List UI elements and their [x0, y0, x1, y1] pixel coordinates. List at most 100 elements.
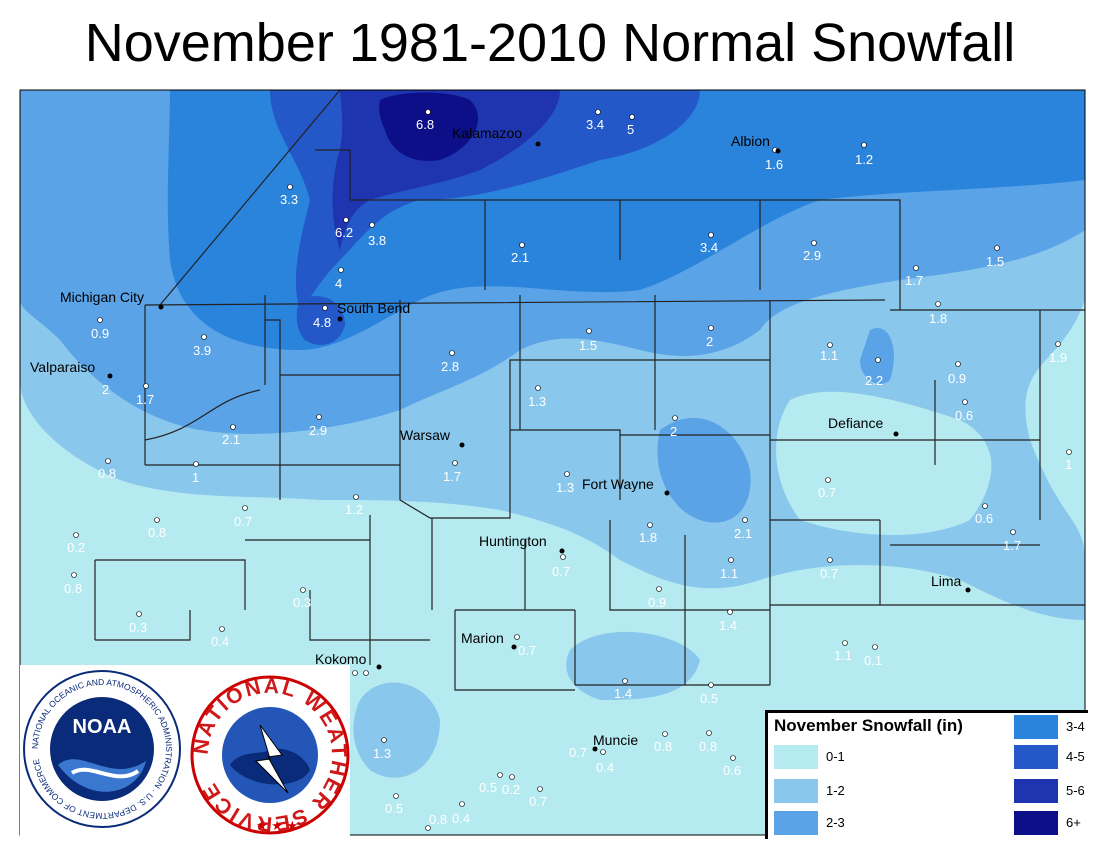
- nws-logo: NATIONAL WEATHER SERVICE ★ ★ ★: [190, 675, 350, 835]
- value-label: 0.8: [429, 812, 447, 827]
- snowfall-values: 6.8 3.4 5 1.6 1.2 3.3 6.2 3.8 4 2.1 3.4 …: [64, 117, 1072, 827]
- value-label: 0.6: [975, 511, 993, 526]
- legend-swatch: [774, 745, 818, 769]
- value-label: 0.8: [64, 581, 82, 596]
- value-label: 0.8: [654, 739, 672, 754]
- city-kokomo: Kokomo: [315, 651, 367, 667]
- legend-label: 6+: [1066, 815, 1081, 830]
- value-label: 0.7: [552, 564, 570, 579]
- value-label: 1.1: [820, 348, 838, 363]
- value-label: 0.7: [234, 514, 252, 529]
- value-label: 2.9: [803, 248, 821, 263]
- city-muncie: Muncie: [593, 732, 638, 748]
- legend-swatch: [1014, 779, 1058, 803]
- value-label: 0.7: [518, 643, 536, 658]
- svg-text:★ ★ ★: ★ ★ ★: [256, 818, 298, 833]
- value-label: 1.7: [136, 392, 154, 407]
- value-label: 0.7: [820, 566, 838, 581]
- value-label: 1.5: [579, 338, 597, 353]
- legend: November Snowfall (in) 0-1 1-2 2-3 3-4 4…: [765, 710, 1088, 839]
- logo-art: NATIONAL OCEANIC AND ATMOSPHERIC ADMINIS…: [23, 670, 350, 835]
- value-label: 0.5: [479, 780, 497, 795]
- value-label: 0.4: [452, 811, 470, 826]
- city-michigan-city: Michigan City: [60, 289, 144, 305]
- value-label: 0.4: [211, 634, 229, 649]
- zone-1-2-kokomo: [353, 682, 440, 778]
- value-label: 0.3: [293, 595, 311, 610]
- value-label: 1.6: [765, 157, 783, 172]
- value-label: 3.4: [700, 240, 718, 255]
- value-label: 0.2: [502, 782, 520, 797]
- value-label: 3.3: [280, 192, 298, 207]
- value-label: 2.9: [309, 423, 327, 438]
- value-label: 0.5: [700, 691, 718, 706]
- legend-swatch: [774, 811, 818, 835]
- value-label: 6.8: [416, 117, 434, 132]
- value-label: 1.4: [614, 686, 632, 701]
- value-label: 0.8: [699, 739, 717, 754]
- zone-0-1-east: [776, 391, 992, 535]
- legend-swatch: [774, 779, 818, 803]
- value-label: 0.8: [98, 466, 116, 481]
- value-label: 3.8: [368, 233, 386, 248]
- value-label: 2.1: [734, 526, 752, 541]
- value-label: 0.3: [129, 620, 147, 635]
- value-label: 6.2: [335, 225, 353, 240]
- value-label: 2.1: [222, 432, 240, 447]
- legend-swatch: [1014, 811, 1058, 835]
- value-label: 1.2: [345, 502, 363, 517]
- map-frame: [19, 89, 1086, 836]
- value-label: 0.7: [569, 745, 587, 760]
- station-markers: [71, 109, 1072, 831]
- city-kalamazoo: Kalamazoo: [452, 125, 522, 141]
- value-label: 1.5: [986, 254, 1004, 269]
- zone-4-5-sb: [296, 296, 345, 345]
- city-warsaw: Warsaw: [400, 427, 451, 443]
- zone-6-plus: [379, 92, 479, 161]
- legend-label: 4-5: [1066, 749, 1085, 764]
- michigan-border: [159, 89, 341, 306]
- zone-2-3-ftwayne: [657, 417, 751, 523]
- value-label: 0.4: [596, 760, 614, 775]
- value-label: 0.6: [955, 408, 973, 423]
- legend-label: 5-6: [1066, 783, 1085, 798]
- value-label: 1.3: [373, 746, 391, 761]
- noaa-wordmark: NOAA: [73, 716, 132, 738]
- value-label: 1.3: [556, 480, 574, 495]
- value-label: 0.9: [948, 371, 966, 386]
- map-title: November 1981-2010 Normal Snowfall: [84, 13, 1016, 73]
- value-label: 1.1: [720, 566, 738, 581]
- value-label: 0.8: [148, 525, 166, 540]
- legend-swatch: [1014, 715, 1058, 739]
- value-label: 3.4: [586, 117, 604, 132]
- value-label: 2: [706, 334, 713, 349]
- city-defiance: Defiance: [828, 415, 883, 431]
- value-label: 1.8: [929, 311, 947, 326]
- value-label: 0.9: [648, 595, 666, 610]
- value-label: 2: [670, 424, 677, 439]
- value-label: 5: [627, 122, 634, 137]
- value-label: 0.9: [91, 326, 109, 341]
- city-marion: Marion: [461, 630, 504, 646]
- value-label: 0.2: [67, 540, 85, 555]
- value-label: 3.9: [193, 343, 211, 358]
- legend-title: November Snowfall (in): [774, 716, 963, 735]
- value-label: 0.5: [385, 801, 403, 816]
- value-label: 1.3: [528, 394, 546, 409]
- zone-2-3-ne: [860, 328, 894, 384]
- value-label: 2: [102, 382, 109, 397]
- value-label: 4: [335, 276, 342, 291]
- value-label: 1.7: [443, 469, 461, 484]
- value-label: 0.7: [529, 794, 547, 809]
- value-label: 1: [1065, 457, 1072, 472]
- city-fort-wayne: Fort Wayne: [582, 476, 654, 492]
- agency-logos: NATIONAL OCEANIC AND ATMOSPHERIC ADMINIS…: [20, 665, 350, 837]
- value-label: 0.6: [723, 763, 741, 778]
- legend-label: 3-4: [1066, 719, 1085, 734]
- value-label: 4.8: [313, 315, 331, 330]
- city-albion: Albion: [731, 133, 770, 149]
- value-label: 0.1: [864, 653, 882, 668]
- legend-label: 0-1: [826, 749, 845, 764]
- value-label: 1.9: [1049, 350, 1067, 365]
